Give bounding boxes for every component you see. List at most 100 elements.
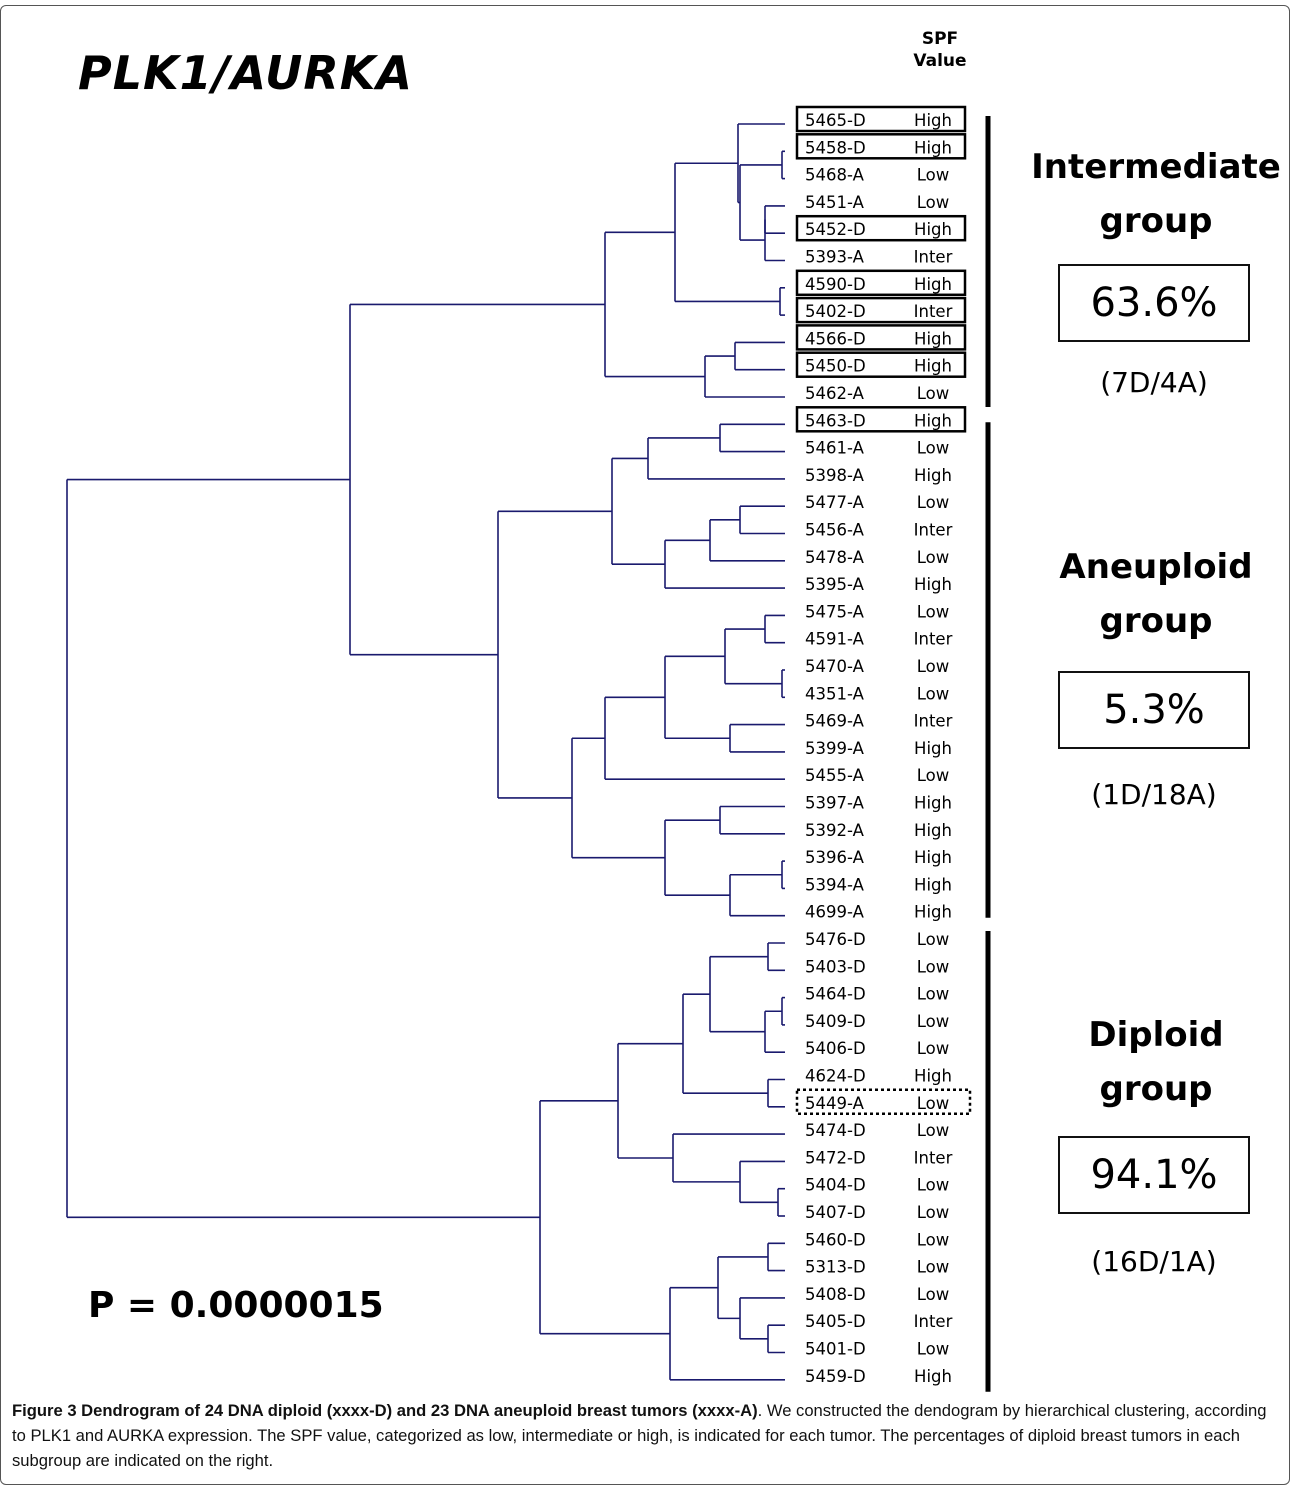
spf-value: Inter [914, 630, 953, 649]
spf-value: High [914, 111, 952, 130]
tumor-id: 5472-D [805, 1148, 866, 1167]
spf-value: Low [917, 193, 950, 212]
spf-value: Low [917, 1094, 950, 1113]
spf-value: Low [917, 166, 950, 185]
p-value: P = 0.0000015 [88, 1285, 384, 1326]
tumor-id: 5456-A [805, 521, 865, 540]
spf-value: Low [917, 493, 950, 512]
tumor-id: 5395-A [805, 575, 865, 594]
spf-value: Low [917, 1012, 950, 1031]
tumor-id: 5452-D [805, 220, 866, 239]
diploid-highlight-box [795, 269, 967, 297]
spf-value: Inter [914, 1148, 953, 1167]
spf-value: Low [917, 766, 950, 785]
tumor-id: 5313-D [805, 1258, 866, 1277]
spf-value: High [914, 794, 952, 813]
tumor-id: 4351-A [805, 684, 865, 703]
tumor-id: 5405-D [805, 1312, 866, 1331]
tumor-id: 5401-D [805, 1340, 866, 1359]
tumor-id: 5399-A [805, 739, 865, 758]
spf-value: Inter [914, 712, 953, 731]
spf-value: High [914, 329, 952, 348]
spf-value: Low [917, 985, 950, 1004]
spf-value: High [914, 466, 952, 485]
spf-value: Inter [914, 521, 953, 540]
tumor-id: 5468-A [805, 166, 865, 185]
aneuploid-group-title: Aneuploid group [1022, 540, 1290, 648]
spf-value: Low [917, 1203, 950, 1222]
dendrogram: 5465-D High 5458-D High 5468-A Low 5451-A Low 54… [66, 105, 991, 1392]
intermediate-count: (7D/4A) [1100, 366, 1208, 399]
spf-value: High [914, 1067, 952, 1086]
spf-value: Low [917, 1285, 950, 1304]
intermediate-group-name: Intermediate [1031, 147, 1281, 187]
tumor-id: 5464-D [805, 985, 866, 1004]
tumor-id: 4590-D [805, 275, 866, 294]
diploid-highlight-box [795, 133, 967, 160]
tumor-id: 4591-A [805, 630, 865, 649]
spf-value: High [914, 138, 952, 157]
spf-value: High [914, 411, 952, 430]
tumor-id: 5451-A [805, 193, 865, 212]
spf-value: Low [917, 439, 950, 458]
tumor-id: 5458-D [805, 138, 866, 157]
aneuploid-group-name: Aneuploid [1059, 547, 1253, 587]
diploid-highlight-box [795, 214, 967, 242]
tumor-id: 5459-D [805, 1367, 866, 1386]
spf-value: High [914, 220, 952, 239]
spf-value: Low [917, 602, 950, 621]
figure-title: PLK1/AURKA [78, 46, 414, 100]
tumor-id: 4699-A [805, 903, 865, 922]
spf-value: Low [917, 1340, 950, 1359]
tumor-id: 5393-A [805, 248, 865, 267]
spf-value: Low [917, 1258, 950, 1277]
spf-value: Low [917, 1176, 950, 1195]
tumor-id: 5409-D [805, 1012, 866, 1031]
tumor-id: 4566-D [805, 329, 866, 348]
tumor-id: 5404-D [805, 1176, 866, 1195]
diploid-group-label: group [1099, 1069, 1213, 1109]
diploid-highlight-box [795, 351, 967, 378]
spf-value: Low [917, 957, 950, 976]
tumor-id: 5406-D [805, 1039, 866, 1058]
spf-value: Low [917, 684, 950, 703]
spf-header-line-1: SPF [921, 29, 959, 49]
caption-bold: Figure 3 Dendrogram of 24 DNA diploid (x… [12, 1401, 758, 1420]
spf-value: High [914, 575, 952, 594]
tumor-id: 5463-D [805, 411, 866, 430]
spf-value: Low [917, 1230, 950, 1249]
diploid-percent-box: 94.1% [1058, 1136, 1250, 1214]
tumor-id: 5461-A [805, 439, 865, 458]
tumor-id: 5470-A [805, 657, 865, 676]
tumor-id: 5478-A [805, 548, 865, 567]
diploid-highlight-box [795, 105, 967, 133]
caption-text: . We constructed the dendogram by hierar… [12, 1401, 1267, 1470]
tumor-id: 5397-A [805, 794, 865, 813]
tumor-id: 5408-D [805, 1285, 866, 1304]
misclassified-highlight-box [795, 1088, 972, 1116]
spf-value: High [914, 821, 952, 840]
spf-value: High [914, 903, 952, 922]
tumor-id: 5402-D [805, 302, 866, 321]
spf-value: High [914, 275, 952, 294]
tumor-id: 5450-D [805, 357, 866, 376]
tumor-id: 5465-D [805, 111, 866, 130]
tumor-id: 4624-D [805, 1067, 866, 1086]
spf-value: High [914, 739, 952, 758]
spf-value: Low [917, 657, 950, 676]
tumor-id: 5455-A [805, 766, 865, 785]
spf-value: High [914, 875, 952, 894]
tumor-id: 5396-A [805, 848, 865, 867]
tumor-id: 5449-A [805, 1094, 865, 1113]
spf-value: Inter [914, 302, 953, 321]
spf-value: High [914, 1367, 952, 1386]
spf-value: Low [917, 1121, 950, 1140]
spf-value: Low [917, 930, 950, 949]
diploid-group-name: Diploid [1088, 1015, 1224, 1055]
aneuploid-percent-box: 5.3% [1058, 671, 1250, 749]
spf-value: Inter [914, 1312, 953, 1331]
aneuploid-count: (1D/18A) [1091, 778, 1217, 811]
tumor-id: 5469-A [805, 712, 865, 731]
diploid-highlight-box [795, 406, 967, 433]
aneuploid-group-label: group [1099, 601, 1213, 641]
